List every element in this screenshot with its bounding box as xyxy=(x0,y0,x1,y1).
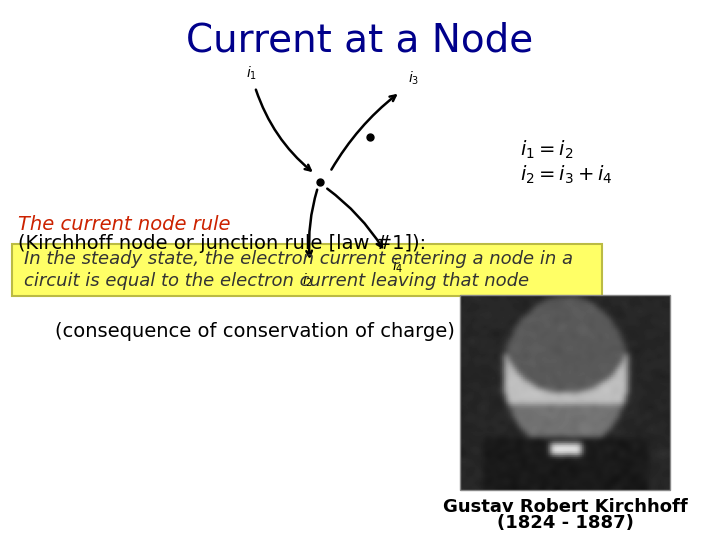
Text: circuit is equal to the electron current leaving that node: circuit is equal to the electron current… xyxy=(24,272,529,290)
Text: $i_4$: $i_4$ xyxy=(392,258,403,275)
Bar xyxy=(460,295,670,490)
Text: $i_1$: $i_1$ xyxy=(246,65,258,82)
Text: In the steady state, the electron current entering a node in a: In the steady state, the electron curren… xyxy=(24,250,573,268)
Text: $i_1 = i_2$: $i_1 = i_2$ xyxy=(520,139,573,161)
Text: The current node rule: The current node rule xyxy=(18,215,230,234)
Text: (Kirchhoff node or junction rule [law #1]):: (Kirchhoff node or junction rule [law #1… xyxy=(18,234,426,253)
Text: Gustav Robert Kirchhoff: Gustav Robert Kirchhoff xyxy=(443,498,688,516)
Text: Current at a Node: Current at a Node xyxy=(186,22,534,60)
Text: (consequence of conservation of charge): (consequence of conservation of charge) xyxy=(55,322,455,341)
Text: $i_2 = i_3 + i_4$: $i_2 = i_3 + i_4$ xyxy=(520,164,613,186)
Bar xyxy=(12,244,602,296)
Text: (1824 - 1887): (1824 - 1887) xyxy=(497,514,634,532)
Text: $i_3$: $i_3$ xyxy=(408,70,419,87)
Text: $i_2$: $i_2$ xyxy=(302,272,313,289)
